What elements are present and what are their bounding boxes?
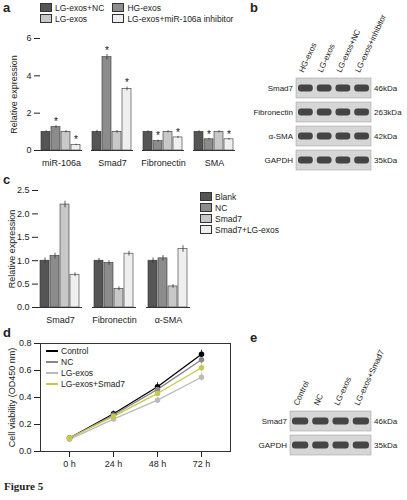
svg-text:0.6: 0.6 — [19, 365, 32, 375]
html-text:Control: Control — [61, 346, 89, 356]
svg-text:46kDa: 46kDa — [374, 417, 398, 426]
svg-text:Smad7: Smad7 — [262, 417, 288, 426]
svg-text:0.8: 0.8 — [19, 338, 32, 348]
svg-text:1.0: 1.0 — [17, 256, 30, 266]
svg-text:6: 6 — [26, 33, 31, 43]
svg-text:35kDa: 35kDa — [374, 441, 398, 450]
html-text:d: d — [3, 325, 11, 340]
html-text:NC: NC — [61, 357, 74, 367]
svg-text:*: * — [125, 77, 129, 88]
svg-text:0.0: 0.0 — [19, 446, 32, 456]
svg-text:Smad7: Smad7 — [46, 315, 75, 325]
html-text:Smad7+LG-exos: Smad7+LG-exos — [215, 225, 279, 235]
svg-text:SMA: SMA — [205, 158, 225, 168]
svg-text:2.0: 2.0 — [17, 209, 30, 219]
svg-text:HG-exos: HG-exos — [297, 41, 319, 74]
svg-text:LG-exos: LG-exos — [332, 376, 353, 407]
svg-text:GAPDH: GAPDH — [265, 156, 294, 165]
html-text:LG-exos+NC: LG-exos+NC — [55, 3, 105, 13]
svg-text:48 h: 48 h — [149, 459, 167, 469]
svg-text:miR-106a: miR-106a — [42, 158, 81, 168]
svg-text:Smad7: Smad7 — [98, 158, 127, 168]
svg-text:α-SMA: α-SMA — [155, 315, 183, 325]
svg-text:Relative expression: Relative expression — [9, 55, 19, 134]
svg-text:0.5: 0.5 — [17, 279, 30, 289]
svg-text:0 h: 0 h — [63, 459, 76, 469]
svg-text:72 h: 72 h — [193, 459, 211, 469]
svg-text:4: 4 — [26, 71, 31, 81]
svg-text:2: 2 — [26, 108, 31, 118]
html-text:LG-exos+miR-106a inhibitor: LG-exos+miR-106a inhibitor — [127, 14, 234, 24]
html-text:c: c — [3, 172, 11, 187]
svg-text:GAPDH: GAPDH — [259, 441, 288, 450]
svg-text:Cell viability (OD450 nm): Cell viability (OD450 nm) — [7, 348, 17, 448]
svg-text:0.2: 0.2 — [19, 419, 32, 429]
svg-text:Control: Control — [292, 379, 311, 406]
svg-text:35kDa: 35kDa — [374, 156, 398, 165]
html-text:b: b — [250, 0, 258, 15]
svg-text:Fibronectin: Fibronectin — [253, 108, 293, 117]
svg-text:0.4: 0.4 — [19, 392, 32, 402]
svg-text:*: * — [105, 45, 109, 56]
svg-text:LG-exos+Smad7: LG-exos+Smad7 — [353, 348, 387, 407]
svg-text:0: 0 — [26, 145, 31, 155]
svg-text:*: * — [207, 129, 211, 140]
svg-text:*: * — [74, 134, 78, 145]
svg-text:24 h: 24 h — [105, 459, 123, 469]
html-text:e: e — [250, 330, 258, 345]
svg-text:Fibronectin: Fibronectin — [92, 315, 137, 325]
svg-text:Fibronectin: Fibronectin — [141, 158, 186, 168]
svg-text:*: * — [156, 130, 160, 141]
html-text:LG-exos: LG-exos — [55, 14, 88, 24]
html-text:LG-exos+Smad7: LG-exos+Smad7 — [61, 379, 125, 389]
svg-text:0.0: 0.0 — [17, 302, 30, 312]
html-text:Figure 5: Figure 5 — [4, 480, 44, 492]
svg-text:*: * — [54, 116, 58, 127]
svg-text:*: * — [176, 127, 180, 138]
html-text:Blank: Blank — [215, 192, 237, 202]
svg-text:*: * — [227, 129, 231, 140]
svg-text:LG-exos+NC: LG-exos+NC — [334, 27, 363, 74]
svg-text:2.5: 2.5 — [17, 185, 30, 195]
svg-text:LG-exos+inhibitor: LG-exos+inhibitor — [353, 13, 388, 74]
html-text:Smad7: Smad7 — [215, 214, 242, 224]
svg-text:42kDa: 42kDa — [374, 132, 398, 141]
html-text:a: a — [3, 0, 11, 15]
svg-text:NC: NC — [312, 392, 325, 406]
html-text:LG-exos: LG-exos — [61, 368, 94, 378]
html-text:NC: NC — [215, 203, 228, 213]
svg-text:263kDa: 263kDa — [374, 108, 402, 117]
svg-text:46kDa: 46kDa — [374, 84, 398, 93]
svg-text:1.5: 1.5 — [17, 232, 30, 242]
svg-text:LG-exos: LG-exos — [316, 43, 337, 74]
svg-text:Relative expression: Relative expression — [7, 210, 17, 289]
svg-text:α-SMA: α-SMA — [268, 132, 293, 141]
svg-text:Smad7: Smad7 — [268, 84, 294, 93]
html-text:HG-exos: HG-exos — [127, 3, 161, 13]
